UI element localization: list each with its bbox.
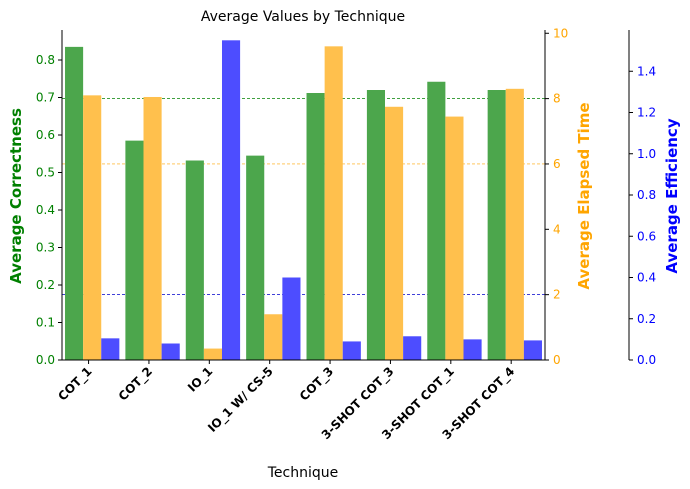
right2-tick-label: 0.4 [637, 271, 656, 285]
bar-left-6 [427, 81, 446, 360]
left-tick-label: 0.7 [36, 91, 55, 105]
x-tick-label: IO_1 [185, 364, 216, 395]
right1-tick-label: 6 [553, 157, 561, 171]
right2-tick-label: 0.2 [637, 312, 656, 326]
right2-tick-label: 1.2 [637, 106, 656, 120]
bar-right2-3 [282, 277, 301, 360]
right2-axis-label: Average Efficiency [663, 118, 681, 273]
left-tick-label: 0.0 [36, 353, 55, 367]
right1-axis-label: Average Elapsed Time [575, 102, 593, 289]
bar-left-7 [487, 90, 506, 360]
left-tick-label: 0.3 [36, 241, 55, 255]
bar-right1-5 [385, 106, 404, 360]
bar-right1-6 [445, 116, 464, 360]
left-axis-label: Average Correctness [7, 108, 25, 284]
bar-right1-7 [505, 88, 524, 360]
bar-right1-3 [264, 314, 283, 360]
left-tick-label: 0.5 [36, 166, 55, 180]
right1-tick-label: 8 [553, 92, 561, 106]
x-tick-label: COT_2 [116, 364, 156, 404]
bar-right2-6 [463, 339, 482, 360]
bar-left-3 [246, 155, 265, 360]
right2-tick-label: 0.0 [637, 353, 656, 367]
x-tick-label: IO_1 W/ CS-5 [205, 364, 276, 435]
bar-right1-0 [83, 95, 102, 361]
right2-tick-label: 1.0 [637, 147, 656, 161]
bar-right2-2 [221, 40, 241, 360]
right2-tick-label: 1.4 [637, 64, 656, 78]
left-tick-label: 0.1 [36, 316, 55, 330]
bar-right2-1 [161, 343, 180, 360]
x-tick-label: COT_3 [297, 364, 337, 404]
chart-title: Average Values by Technique [201, 9, 405, 25]
bar-left-0 [65, 46, 84, 360]
right1-tick-label: 0 [553, 353, 561, 367]
bar-left-4 [306, 93, 325, 360]
bar-left-2 [185, 160, 204, 360]
right2-tick-label: 0.6 [637, 229, 656, 243]
bar-right2-7 [523, 340, 542, 360]
right2-tick-label: 0.8 [637, 188, 656, 202]
bar-right2-5 [403, 336, 422, 360]
right1-tick-label: 10 [553, 26, 568, 40]
x-tick-label: COT_1 [55, 364, 95, 404]
bars [65, 40, 542, 361]
bar-right1-4 [324, 46, 343, 360]
left-tick-label: 0.4 [36, 203, 55, 217]
bar-right2-0 [101, 338, 120, 360]
bar-right2-4 [342, 341, 361, 360]
x-axis-label: Technique [267, 465, 339, 481]
right1-tick-label: 2 [553, 288, 561, 302]
right1-tick-label: 4 [553, 222, 561, 236]
bar-left-1 [125, 140, 144, 360]
bar-left-5 [366, 90, 386, 360]
left-tick-label: 0.6 [36, 128, 55, 142]
left-tick-label: 0.8 [36, 53, 55, 67]
left-tick-label: 0.2 [36, 278, 55, 292]
bar-right1-1 [143, 96, 162, 361]
bar-right1-2 [203, 348, 222, 360]
